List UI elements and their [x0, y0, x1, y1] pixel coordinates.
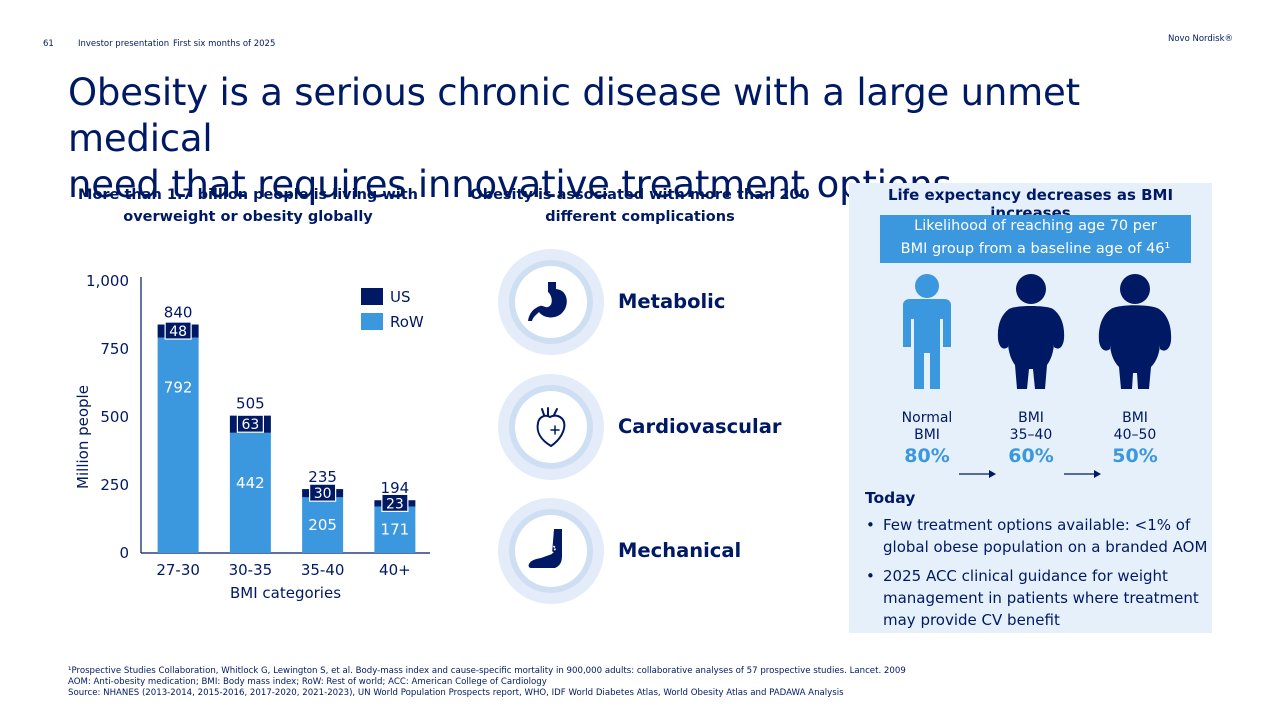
- x-tick-label: 40+: [379, 561, 411, 579]
- mechanical-circle: [498, 498, 604, 604]
- title-line-2: need that requires innovative treatment …: [68, 163, 952, 206]
- group-35-40-line-2: 35–40: [1009, 427, 1053, 443]
- bar-row: [229, 432, 271, 553]
- today-bullets: Few treatment options available: <1% of …: [865, 514, 1210, 638]
- y-tick-label: 250: [100, 476, 129, 494]
- arrow-right-icon: [1064, 470, 1101, 478]
- bullet-acc-guidance: 2025 ACC clinical guidance for weight ma…: [865, 565, 1210, 631]
- group-normal: Normal BMI: [882, 410, 972, 444]
- bar-total-label: 505: [236, 395, 265, 413]
- likelihood-line-1: Likelihood of reaching age 70 per: [914, 218, 1157, 234]
- complication-mechanical: Mechanical: [618, 539, 742, 562]
- bar-row: [374, 506, 416, 553]
- left-heading-line-2: overweight or obesity globally: [123, 209, 373, 225]
- group-35-40-line-1: BMI: [1018, 410, 1044, 426]
- bar-us-label: 48: [169, 324, 187, 340]
- legend-swatch-row: [361, 313, 383, 330]
- bar-row-label: 442: [236, 474, 265, 492]
- legend-label-us: US: [390, 288, 411, 306]
- complication-cardiovascular: Cardiovascular: [618, 415, 782, 438]
- y-axis-label: Million people: [74, 385, 92, 489]
- brand-logo: Novo Nordisk®: [1168, 34, 1234, 44]
- pct-bmi-40-50: 50%: [1112, 445, 1158, 467]
- stomach-icon: [528, 282, 567, 321]
- bar-row: [302, 497, 344, 553]
- pct-bmi-35-40: 60%: [1008, 445, 1054, 467]
- page-title: Obesity is a serious chronic disease wit…: [68, 70, 1228, 208]
- bar-row-label: 171: [381, 521, 410, 539]
- bmi-population-chart: 0 250 500 750 1,000 Million people BMI categor…: [74, 272, 430, 602]
- likelihood-line-2: BMI group from a baseline age of 46¹: [900, 241, 1171, 257]
- normal-person-icon: [903, 274, 951, 389]
- bar-us-label: 63: [241, 417, 259, 433]
- group-bmi-35-40: BMI 35–40: [986, 410, 1076, 444]
- bullet-treatment-options: Few treatment options available: <1% of …: [865, 514, 1210, 558]
- footnote-2: AOM: Anti-obesity medication; BMI: Body …: [68, 676, 547, 687]
- bar-us-label-box: [164, 321, 192, 340]
- title-line-1: Obesity is a serious chronic disease wit…: [68, 71, 1080, 160]
- left-heading: More than 1.7 billion people is living w…: [68, 184, 428, 228]
- x-tick-label: 35-40: [301, 561, 345, 579]
- bar-total-label: 194: [381, 479, 410, 497]
- bar-us-label: 30: [314, 486, 332, 502]
- left-heading-line-1: More than 1.7 billion people is living w…: [78, 187, 418, 203]
- x-tick-label: 30-35: [229, 561, 273, 579]
- bar-total-label: 840: [164, 304, 193, 322]
- bar-row-label: 792: [164, 379, 193, 397]
- heart-icon: [536, 407, 566, 448]
- page-number: 61: [43, 39, 54, 49]
- bar-us-label-box: [309, 483, 337, 502]
- group-40-50-line-2: 40–50: [1113, 427, 1157, 443]
- group-40-50-line-1: BMI: [1122, 410, 1148, 426]
- cardiovascular-circle: [498, 374, 604, 480]
- pct-normal: 80%: [904, 445, 950, 467]
- bar-row-label: 205: [308, 516, 337, 534]
- footnote-1: ¹Prospective Studies Collaboration, Whit…: [68, 666, 906, 676]
- middle-heading-line-1: Obesity is associated with more than 200: [470, 187, 810, 203]
- legend-label-row: RoW: [390, 313, 424, 331]
- group-normal-line-1: Normal: [901, 410, 953, 426]
- bar-us-label-box: [236, 414, 264, 433]
- middle-heading: Obesity is associated with more than 200…: [460, 184, 820, 228]
- presentation-label: Investor presentation: [78, 39, 170, 49]
- footnote-source: Source: NHANES (2013-2014, 2015-2016, 20…: [68, 687, 844, 698]
- footnotes: ¹Prospective Studies Collaboration, Whit…: [68, 666, 906, 698]
- y-tick-label: 1,000: [86, 272, 129, 290]
- bar-us-label: 23: [386, 496, 404, 512]
- group-bmi-40-50: BMI 40–50: [1090, 410, 1180, 444]
- bar-us-label-box: [381, 493, 409, 512]
- group-normal-line-2: BMI: [914, 427, 940, 443]
- severely-obese-person-icon: [1098, 274, 1172, 389]
- metabolic-circle: [498, 249, 604, 355]
- y-tick-label: 750: [100, 340, 129, 358]
- life-expectancy-panel: Life expectancy decreases as BMI increas…: [849, 183, 1212, 633]
- bar-total-label: 235: [308, 468, 337, 486]
- arrow-right-icon: [959, 470, 996, 478]
- period-label: First six months of 2025: [173, 39, 276, 49]
- obese-person-icon: [997, 274, 1065, 389]
- complication-metabolic: Metabolic: [618, 290, 726, 313]
- x-axis-label: BMI categories: [230, 584, 341, 602]
- leg-joint-icon: [528, 529, 562, 568]
- middle-heading-line-2: different complications: [545, 209, 735, 225]
- y-tick-label: 500: [100, 408, 129, 426]
- bar-row: [157, 337, 199, 553]
- legend-swatch-us: [361, 288, 383, 305]
- today-label: Today: [865, 489, 916, 507]
- x-tick-label: 27-30: [156, 561, 200, 579]
- y-tick-label: 0: [119, 544, 129, 562]
- likelihood-box: Likelihood of reaching age 70 per BMI gr…: [880, 215, 1191, 263]
